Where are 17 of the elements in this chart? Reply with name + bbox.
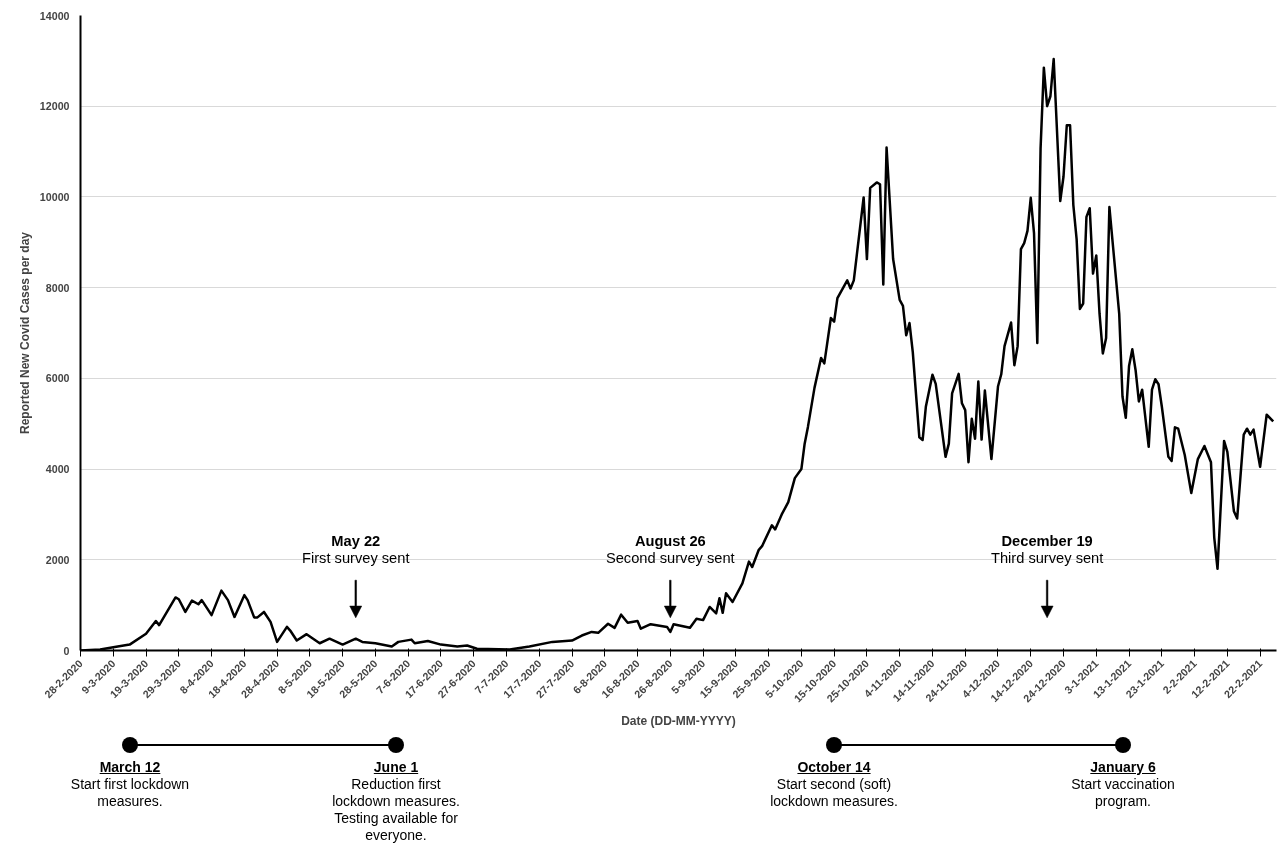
y-tick-label: 8000 [45, 281, 70, 294]
y-tick-label: 2000 [45, 553, 70, 566]
text: January 6 Start vaccination program. [1070, 759, 1176, 810]
y-axis-title: Reported New Covid Cases per day [17, 231, 32, 435]
text: October 14 Start second (soft) lockdown measures. [769, 759, 899, 810]
x-axis-title: Date (DD-MM-YYYY) [621, 713, 736, 728]
y-tick-label: 0 [63, 644, 70, 657]
ref-line-label: August 26 Second survey sent [605, 532, 735, 566]
y-tick-label: 14000 [39, 9, 70, 22]
text: March 12 Start first lockdown measures. [69, 759, 191, 810]
ref-line-label: December 19 Third survey sent [990, 532, 1104, 566]
text: June 1 Reduction first lockdown measures. Testing available for everyone. [331, 759, 461, 844]
ref-line-label: May 22 First survey sent [301, 532, 410, 566]
y-tick-label: 12000 [39, 100, 70, 113]
y-tick-label: 4000 [45, 463, 70, 476]
y-tick-label: 10000 [39, 190, 70, 203]
y-tick-label: 6000 [45, 372, 70, 385]
